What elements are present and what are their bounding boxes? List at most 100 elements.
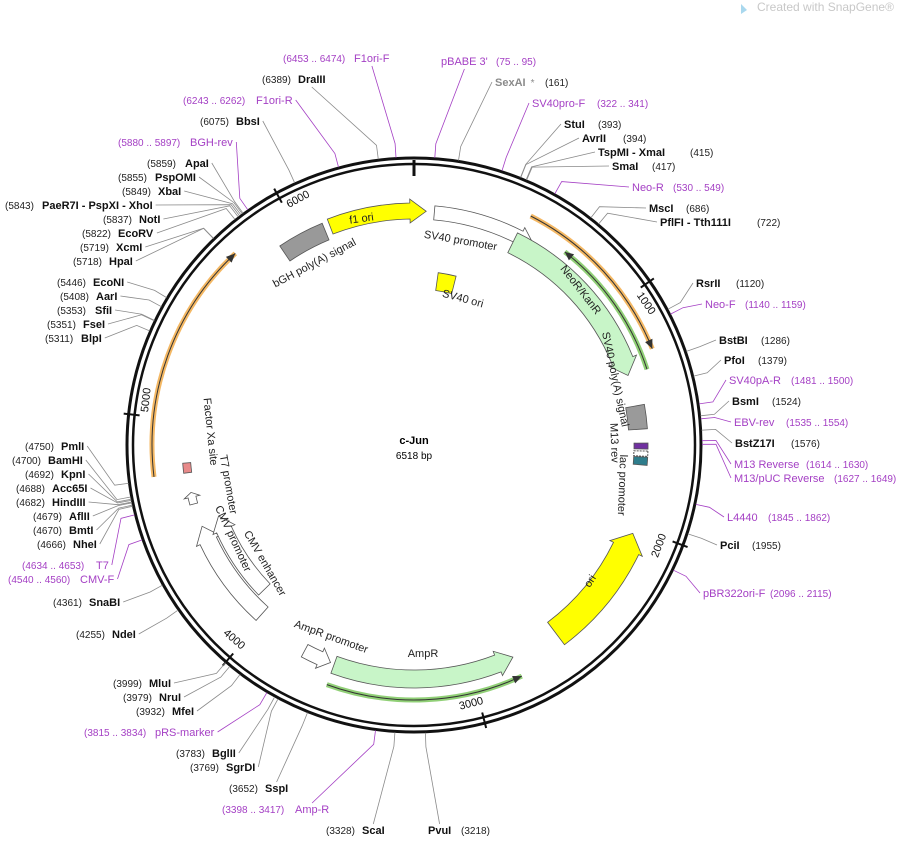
enzyme-name: SexAI bbox=[495, 77, 526, 89]
feature-label: AmpR bbox=[408, 648, 439, 660]
enzyme-position: (5718) bbox=[73, 257, 102, 268]
enzyme-position: (417) bbox=[652, 162, 675, 173]
primer-arc bbox=[529, 213, 655, 350]
enzyme-position: (4682) bbox=[16, 498, 45, 509]
leader-line bbox=[135, 227, 214, 262]
enzyme-position: (1955) bbox=[752, 541, 781, 552]
enzyme-name: AflII bbox=[69, 511, 90, 523]
leader-line bbox=[700, 400, 730, 417]
leader-line bbox=[173, 662, 226, 684]
primer-name: Amp-R bbox=[295, 804, 329, 816]
enzyme-position: (5843) bbox=[5, 201, 34, 212]
tick-mark bbox=[273, 188, 283, 204]
feature-arrow bbox=[182, 462, 193, 474]
leader-line bbox=[262, 120, 296, 184]
enzyme-name: Acc65I bbox=[52, 483, 87, 495]
primer-range: (6243 .. 6262) bbox=[183, 96, 245, 107]
enzyme-position: (4688) bbox=[16, 484, 45, 495]
watermark: Created with SnapGene® bbox=[741, 0, 894, 14]
primer-arc-head bbox=[512, 676, 522, 684]
leader-line bbox=[163, 205, 239, 220]
enzyme-position: (1120) bbox=[736, 279, 764, 290]
enzyme-position: (415) bbox=[690, 148, 713, 159]
enzyme-position: (5855) bbox=[118, 173, 147, 184]
enzyme-name: AvrII bbox=[582, 133, 606, 145]
leader-line bbox=[700, 417, 732, 423]
enzyme-name: EcoRV bbox=[118, 228, 154, 240]
leader-line bbox=[90, 487, 132, 504]
primer-name: Neo-F bbox=[705, 299, 736, 311]
leader-line bbox=[520, 137, 580, 178]
primer-arc-head bbox=[564, 251, 575, 261]
primer-name: CMV-F bbox=[80, 574, 115, 586]
plasmid-name: c-Jun bbox=[399, 435, 429, 447]
enzyme-name: BstZ17I bbox=[735, 438, 775, 450]
feature-arrow bbox=[632, 456, 649, 466]
enzyme-position: (5353) bbox=[57, 306, 86, 317]
feature-label: f1 ori bbox=[349, 211, 375, 226]
primer-arc-core bbox=[151, 253, 236, 477]
enzyme-name: SspI bbox=[265, 783, 288, 795]
enzyme-name: HpaI bbox=[109, 256, 133, 268]
feature-arrow bbox=[326, 198, 427, 235]
leader-line bbox=[434, 68, 465, 158]
feature-arrow bbox=[435, 272, 457, 295]
leader-line bbox=[115, 309, 155, 321]
leader-line bbox=[198, 176, 243, 215]
leader-line bbox=[673, 569, 701, 594]
leader-line bbox=[702, 443, 732, 479]
leader-line bbox=[120, 295, 162, 308]
enzyme-position: (3218) bbox=[461, 826, 490, 837]
enzyme-position: (161) bbox=[545, 78, 568, 89]
enzyme-position: (4692) bbox=[25, 470, 54, 481]
enzyme-position: (5837) bbox=[103, 215, 132, 226]
feature-label: AmpR promoter bbox=[292, 618, 369, 656]
enzyme-position: (4679) bbox=[33, 512, 62, 523]
enzyme-name: MfeI bbox=[172, 706, 194, 718]
tick-label: 2000 bbox=[649, 532, 669, 559]
primer-name: EBV-rev bbox=[734, 417, 775, 429]
enzyme-position: (6075) bbox=[200, 117, 229, 128]
feature-arrow bbox=[507, 232, 638, 377]
primer-name: pRS-marker bbox=[155, 727, 215, 739]
leader-line bbox=[295, 99, 339, 168]
enzyme-mark: * bbox=[531, 78, 535, 89]
primer-name: T7 bbox=[96, 560, 109, 572]
leader-line bbox=[699, 379, 727, 405]
primer-range: (1140 .. 1159) bbox=[745, 300, 806, 311]
primer-range: (4634 .. 4653) bbox=[22, 561, 84, 572]
enzyme-name: SnaBI bbox=[89, 597, 120, 609]
primer-range: (2096 .. 2115) bbox=[770, 589, 832, 600]
leader-line bbox=[111, 514, 135, 566]
leader-line bbox=[520, 123, 562, 178]
snapgene-icon bbox=[741, 4, 747, 14]
enzyme-name: SgrDI bbox=[226, 762, 255, 774]
primer-name: M13 Reverse bbox=[734, 459, 799, 471]
leader-line bbox=[686, 339, 717, 352]
leader-line bbox=[701, 428, 733, 444]
leader-line bbox=[92, 502, 132, 517]
primer-range: (530 .. 549) bbox=[673, 183, 724, 194]
enzyme-name: MscI bbox=[649, 203, 673, 215]
primer-name: SV40pA-R bbox=[729, 375, 781, 387]
watermark-text: Created with SnapGene® bbox=[757, 0, 894, 14]
enzyme-position: (4255) bbox=[76, 630, 105, 641]
feature-arrow bbox=[625, 403, 648, 431]
primer-name: Neo-R bbox=[632, 182, 664, 194]
enzyme-name: DraIII bbox=[298, 74, 326, 86]
enzyme-position: (5822) bbox=[82, 229, 111, 240]
leader-line bbox=[276, 712, 308, 783]
enzyme-name: FseI bbox=[83, 319, 105, 331]
primer-range: (5880 .. 5897) bbox=[118, 138, 180, 149]
tick-mark bbox=[672, 540, 688, 549]
tick-mark bbox=[481, 712, 488, 729]
enzyme-position: (5719) bbox=[80, 243, 109, 254]
leader-line bbox=[311, 730, 376, 804]
feature-arrow bbox=[633, 442, 649, 450]
leader-line bbox=[104, 324, 150, 339]
leader-line bbox=[425, 732, 440, 825]
leader-line bbox=[96, 504, 133, 531]
leader-line bbox=[88, 501, 132, 506]
